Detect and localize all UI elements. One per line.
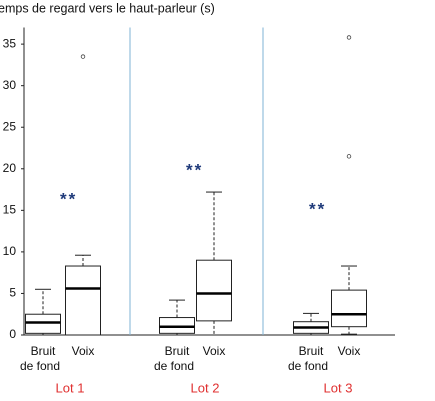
x-tick-label: Voix: [72, 344, 95, 358]
x-tick-label: Voix: [203, 344, 226, 358]
chart-title: emps de regard vers le haut-parleur (s): [0, 1, 215, 15]
y-tick-label: 5: [9, 286, 16, 300]
annotation: **: [309, 199, 326, 218]
y-tick-label: 25: [3, 119, 17, 133]
y-tick-label: 0: [9, 327, 16, 341]
group-label: Lot 3: [324, 380, 353, 395]
box: [196, 259, 232, 322]
x-tick-label: de fond: [288, 359, 328, 373]
outlier: [346, 154, 352, 159]
x-tick-label: Voix: [338, 344, 361, 358]
y-tick-label: 15: [3, 203, 17, 217]
y-tick-label: 20: [3, 161, 17, 175]
outlier: [346, 35, 352, 40]
x-tick-label: Bruit: [165, 344, 190, 358]
y-tick-label: 35: [3, 36, 17, 50]
box: [331, 289, 367, 328]
x-tick-label: Bruit: [299, 344, 324, 358]
group-label: Lot 2: [191, 380, 220, 395]
y-tick-label: 30: [3, 78, 17, 92]
y-tick-label: 10: [3, 244, 17, 258]
box: [65, 265, 101, 336]
annotation: **: [186, 160, 203, 179]
x-tick-label: de fond: [154, 359, 194, 373]
outlier: [80, 54, 86, 59]
x-tick-label: Bruit: [31, 344, 56, 358]
annotation: **: [60, 189, 77, 208]
x-tick-label: de fond: [20, 359, 60, 373]
group-label: Lot 1: [56, 380, 85, 395]
